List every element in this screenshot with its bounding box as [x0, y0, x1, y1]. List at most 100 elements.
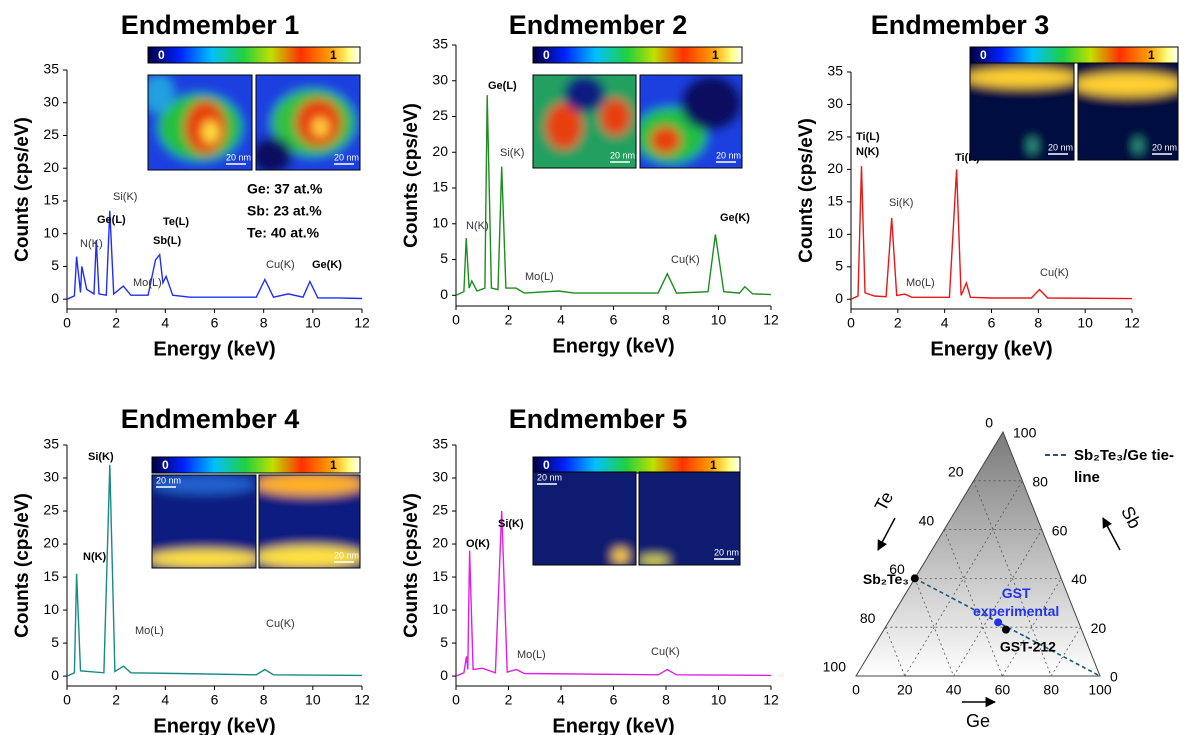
colorbar-tick-label: 0 [543, 48, 550, 62]
map-image [533, 472, 636, 565]
y-tick-label: 5 [440, 634, 448, 650]
peak-label: Ge(L) [97, 214, 126, 226]
x-tick-label: 6 [988, 315, 996, 331]
y-tick-label: 10 [43, 601, 59, 617]
te-grid-line [943, 529, 1003, 677]
x-axis-label: Energy (keV) [153, 338, 275, 360]
y-axis-label: Counts (cps/eV) [12, 117, 33, 262]
peak-label: Cu(K) [266, 618, 295, 630]
composition-point [1001, 625, 1010, 634]
x-tick-label: 6 [211, 315, 219, 331]
point-label: Sb₂Te₃ [863, 571, 909, 587]
y-tick-label: 20 [432, 143, 448, 159]
scale-bar-label: 20 nm [714, 547, 739, 557]
y-tick-label: 25 [827, 128, 843, 144]
map-region [599, 98, 631, 136]
peak-label: Ge(K) [312, 259, 342, 271]
x-tick-label: 8 [662, 312, 670, 328]
y-tick-label: 10 [827, 225, 843, 241]
y-tick-label: 35 [432, 436, 448, 452]
sb-tick-label: 40 [1071, 571, 1087, 587]
peak-label: Cu(K) [651, 646, 680, 658]
map-frame [147, 74, 253, 171]
point-label: GST-212 [1000, 638, 1056, 654]
map-frame [639, 74, 743, 169]
map-region [680, 75, 742, 131]
x-tick-label: 10 [711, 692, 727, 708]
te-tick-label: 80 [860, 610, 876, 626]
ge-tick-label: 100 [1088, 682, 1112, 698]
legend-label: Sb₂Te₃/Ge tie-line [1074, 447, 1175, 486]
map-region [639, 555, 670, 565]
sb-arrow [1102, 517, 1121, 551]
map-image [1078, 63, 1178, 160]
peak-label: Ge(L) [488, 80, 517, 92]
x-tick-label: 12 [763, 692, 779, 708]
map-image [259, 475, 360, 568]
colorbar-tick-label: 1 [330, 458, 337, 472]
map-background [1078, 63, 1178, 160]
sb-tick-label: 20 [1091, 620, 1107, 636]
map-region [152, 549, 256, 568]
map-blobs [256, 75, 360, 170]
map-image [533, 75, 636, 168]
sb-axis-label: Sb [1117, 503, 1145, 532]
map-background [639, 472, 740, 565]
y-tick-label: 35 [827, 63, 843, 79]
composition-note: Ge: 37 at.% [247, 181, 323, 197]
y-tick-label: 5 [835, 257, 843, 273]
composition-note: Te: 40 at.% [247, 225, 320, 241]
x-tick-label: 10 [711, 312, 727, 328]
colorbar-tick-label: 0 [980, 48, 987, 62]
x-tick-label: 2 [505, 692, 513, 708]
y-tick-label: 0 [440, 667, 448, 683]
spectrum-line [850, 166, 1133, 300]
colorbar [147, 46, 361, 64]
map-frame [151, 474, 257, 569]
y-tick-label: 35 [43, 61, 59, 77]
y-tick-label: 35 [43, 436, 59, 452]
peak-label: Mo(L) [525, 271, 554, 283]
y-tick-label: 15 [432, 179, 448, 195]
x-axis-label: Energy (keV) [153, 715, 275, 735]
spectrum-line [455, 95, 772, 296]
y-tick-label: 25 [43, 502, 59, 518]
map-frame [255, 74, 361, 171]
x-tick-label: 12 [1124, 315, 1140, 331]
map-frame [258, 474, 361, 569]
colorbar-tick-label: 1 [1148, 48, 1155, 62]
y-tick-label: 0 [440, 286, 448, 302]
sb-tick-label: 100 [1013, 425, 1037, 441]
colorbar [532, 456, 741, 474]
x-tick-label: 6 [610, 692, 618, 708]
map-region [970, 67, 1074, 88]
x-axis-label: Energy (keV) [552, 335, 674, 357]
peak-label: Mo(L) [906, 277, 935, 289]
ternary-area [855, 430, 1101, 677]
scale-bar-label: 20 nm [334, 152, 359, 162]
chart-title: Endmember 3 [871, 10, 1050, 40]
y-tick-label: 20 [432, 535, 448, 551]
colorbar-tick-label: 1 [330, 48, 337, 62]
y-tick-label: 15 [43, 568, 59, 584]
y-tick-label: 20 [827, 160, 843, 176]
te-arrow [877, 517, 896, 551]
peak-label: Mo(L) [133, 277, 162, 289]
x-tick-label: 0 [847, 315, 855, 331]
y-tick-label: 25 [432, 107, 448, 123]
y-tick-label: 10 [43, 224, 59, 240]
map-blobs [639, 472, 740, 565]
map-blobs [148, 75, 252, 170]
te-tick-label: 60 [889, 561, 905, 577]
map-image [639, 472, 740, 565]
te-tick-label: 20 [948, 464, 964, 480]
x-tick-label: 4 [161, 692, 169, 708]
x-tick-label: 12 [354, 692, 370, 708]
te-grid-line [885, 627, 906, 677]
map-frame [969, 62, 1075, 161]
chart-title: Endmember 2 [509, 10, 688, 40]
map-blobs [259, 475, 360, 568]
sb-tick-label: 60 [1052, 522, 1068, 538]
te-tick-label: 40 [919, 512, 935, 528]
